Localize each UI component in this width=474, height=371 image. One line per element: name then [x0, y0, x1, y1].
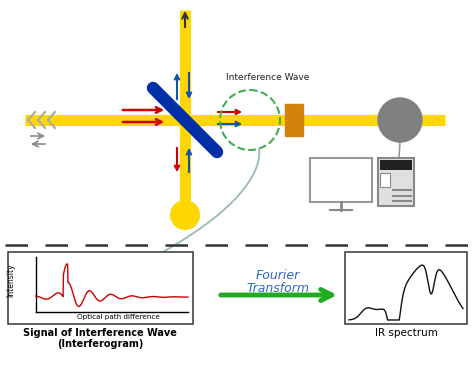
Bar: [380, 173, 390, 187]
Text: Intensity: Intensity: [7, 263, 16, 297]
Text: (Interferogram): (Interferogram): [57, 339, 143, 349]
Text: IR spectrum: IR spectrum: [374, 328, 438, 338]
Bar: [378, 158, 414, 206]
Text: Signal of Interference Wave: Signal of Interference Wave: [23, 328, 177, 338]
Text: Fourier: Fourier: [256, 269, 300, 282]
Bar: [8, 252, 193, 324]
Text: Interference Wave: Interference Wave: [226, 73, 310, 82]
Bar: [310, 158, 372, 202]
Circle shape: [378, 98, 422, 142]
Circle shape: [171, 201, 199, 229]
Bar: [285, 104, 303, 136]
Bar: [380, 160, 412, 170]
Text: Optical path difference: Optical path difference: [77, 314, 159, 320]
Text: Transform: Transform: [246, 282, 310, 295]
Bar: [345, 252, 467, 324]
